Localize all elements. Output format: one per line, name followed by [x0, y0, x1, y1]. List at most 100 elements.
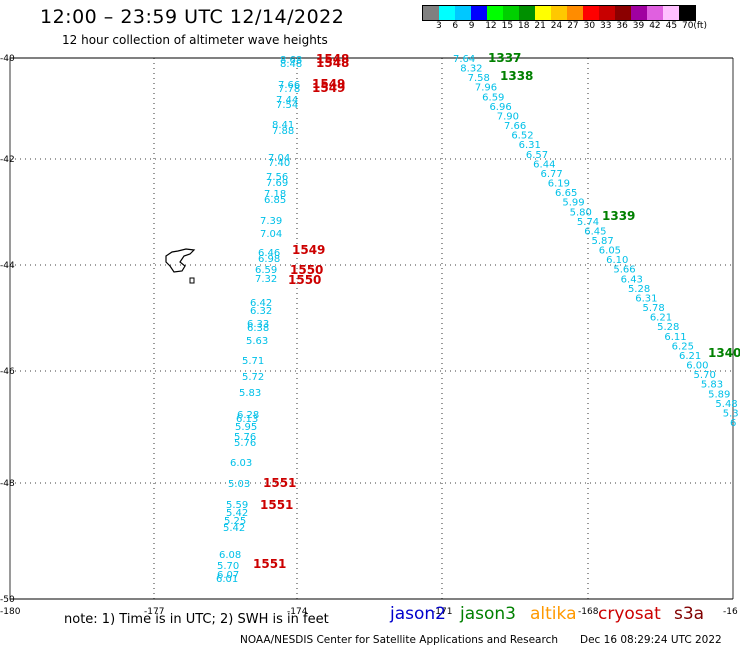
scale-label: 45	[665, 21, 678, 31]
cryosat-swh-value: 7.39	[260, 216, 282, 227]
jason3-swh-value: 6.10	[606, 255, 628, 266]
y-tick-label: -42	[0, 155, 15, 165]
footer-credit: NOAA/NESDIS Center for Satellite Applica…	[240, 634, 558, 646]
cryosat-swh-value: 5.76	[234, 438, 256, 449]
jason3-time-label: 1338	[500, 69, 533, 83]
cryosat-swh-value: 8.68	[280, 55, 302, 66]
cryosat-time-label: 1549	[312, 81, 345, 95]
scale-label: 33	[600, 21, 612, 31]
jason3-swh-value: 6.00	[686, 361, 708, 372]
scale-label: 24	[550, 21, 563, 31]
jason3-track-values: 7.648.327.587.966.596.967.907.666.526.31…	[453, 54, 739, 429]
y-tick-label: -44	[0, 261, 15, 271]
cryosat-time-label: 1550	[288, 273, 321, 287]
graticule	[9, 57, 734, 600]
cryosat-swh-value: 6.33	[247, 319, 269, 330]
footer-timestamp: Dec 16 08:29:24 UTC 2022	[580, 634, 722, 646]
y-tick-label: -40	[0, 54, 15, 64]
scale-swatch	[423, 6, 439, 20]
scale-swatch	[439, 6, 455, 20]
scale-label: 70	[682, 21, 694, 31]
jason3-swh-value: 5.87	[592, 236, 614, 247]
jason3-swh-value: 6.96	[489, 102, 511, 113]
x-tick-label: -174	[287, 607, 308, 617]
scale-label: 12	[485, 21, 497, 31]
cryosat-swh-value: 7.32	[255, 274, 277, 285]
jason3-swh-value: 5.89	[708, 389, 730, 400]
legend-s3a: s3a	[674, 604, 705, 624]
note-text: note: 1) Time is in UTC; 2) SWH is in fe…	[64, 612, 329, 627]
cryosat-time-label: 1549	[292, 243, 325, 257]
jason3-swh-value: 6.31	[635, 293, 657, 304]
cryosat-swh-value: 6.13	[236, 414, 258, 425]
jason3-swh-value: 7.90	[497, 111, 519, 122]
x-tick-label: -16	[723, 607, 738, 617]
jason3-time-label: 1339	[602, 209, 635, 223]
scale-label: 3	[436, 21, 442, 31]
cryosat-swh-value: 5.42	[223, 523, 245, 534]
cryosat-time-label: 1549	[312, 77, 345, 91]
jason3-swh-value: 6.45	[584, 226, 606, 237]
cryosat-swh-value: 8.48	[280, 59, 302, 70]
scale-label: 15	[501, 21, 514, 31]
legend-jason3: jason3	[460, 604, 516, 624]
cryosat-swh-value: 5.76	[234, 432, 256, 443]
cryosat-swh-value: 5.72	[242, 372, 264, 383]
scale-label: 42	[649, 21, 661, 31]
legend-jason2: jason2	[390, 604, 446, 624]
scale-label: 6	[452, 21, 459, 31]
x-tick-label: -180	[0, 607, 21, 617]
jason3-time-labels: 1337 1338 1339 1340	[488, 51, 740, 360]
jason3-swh-value: 6.31	[519, 140, 541, 151]
cryosat-swh-value: 5.95	[235, 422, 257, 433]
jason3-swh-value: 6.77	[540, 169, 562, 180]
scale-label: 18	[518, 21, 530, 31]
jason3-swh-value: 6	[730, 418, 736, 429]
cryosat-swh-value: 7.18	[264, 189, 286, 200]
cryosat-swh-value: 7.04	[268, 153, 290, 164]
cryosat-swh-value: 7.40	[268, 158, 290, 169]
axis-tick-labels: -180 -177 -174 -171 -168 -16 -40 -42 -44 -46 -48 -5…	[0, 54, 738, 617]
cryosat-time-label: 1551	[253, 557, 286, 571]
jason3-swh-value: 6.43	[621, 274, 643, 285]
jason3-time-label: 1340	[708, 346, 740, 360]
jason3-swh-value: 5.80	[570, 207, 592, 218]
cryosat-track-values: 8.688.487.667.787.447.548.417.887.047.40…	[216, 55, 302, 585]
cryosat-swh-value: 5.25	[224, 516, 246, 527]
cryosat-swh-value: 7.04	[260, 229, 282, 240]
cryosat-swh-value: 7.69	[266, 178, 288, 189]
jason3-swh-value: 8.32	[460, 64, 482, 75]
jason3-swh-value: 6.65	[555, 188, 577, 199]
jason3-swh-value: 5.3	[723, 408, 739, 419]
jason3-swh-value: 5.48	[715, 399, 737, 410]
scale-swatch	[615, 6, 631, 20]
jason3-swh-value: 5.74	[577, 217, 599, 228]
cryosat-swh-value: 5.70	[217, 561, 239, 572]
scale-swatch	[599, 6, 615, 20]
jason3-swh-value: 6.19	[548, 179, 570, 190]
map-subtitle: 12 hour collection of altimeter wave hei…	[62, 33, 328, 47]
cryosat-time-label: 1550	[290, 263, 323, 277]
cryosat-swh-value: 5.03	[228, 479, 250, 490]
cryosat-swh-value: 6.38	[247, 323, 269, 334]
legend-cryosat: cryosat	[598, 604, 661, 624]
scale-swatch	[631, 6, 647, 20]
cryosat-swh-value: 5.71	[242, 356, 264, 367]
cryosat-swh-value: 7.56	[266, 172, 288, 183]
scale-label: 39	[632, 21, 645, 31]
scale-swatch	[583, 6, 599, 20]
cryosat-swh-value: 6.07	[217, 570, 239, 581]
scale-label: 30	[583, 21, 596, 31]
scale-swatch	[567, 6, 583, 20]
x-tick-label: -171	[432, 607, 452, 617]
cryosat-swh-value: 6.59	[255, 265, 277, 276]
island-shape	[165, 248, 196, 273]
jason3-time-label: 1337	[488, 51, 521, 65]
scale-swatch	[455, 6, 471, 20]
cryosat-swh-value: 8.41	[272, 120, 294, 131]
jason3-swh-value: 5.70	[694, 370, 716, 381]
scale-swatch	[679, 6, 695, 20]
cryosat-swh-value: 5.59	[226, 500, 248, 511]
scale-swatch	[647, 6, 663, 20]
